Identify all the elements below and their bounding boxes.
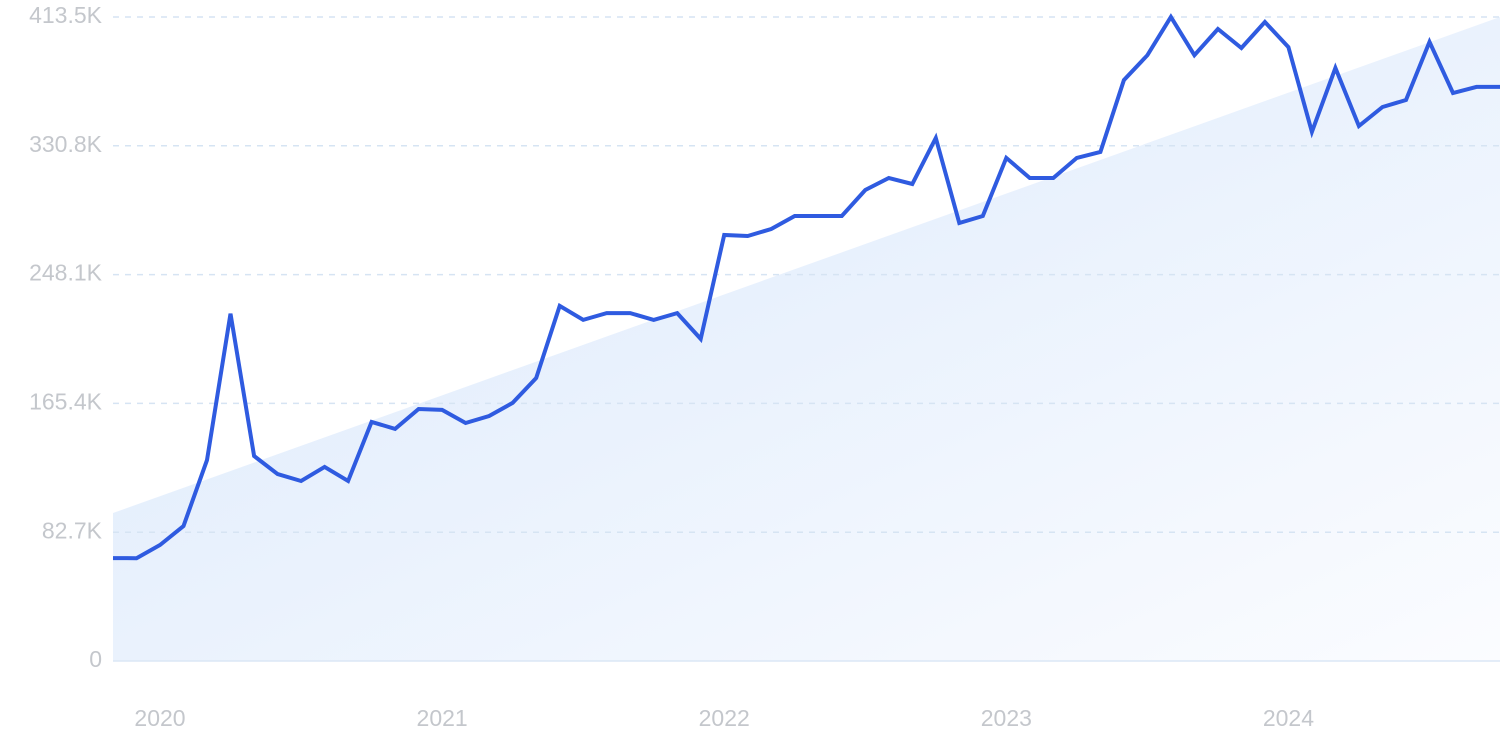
y-tick-label: 330.8K [29,131,103,157]
line [112,13,1500,561]
y-tick-label: 82.7K [42,517,103,543]
y-tick-label: 165.4K [29,388,103,414]
x-tick-label: 2024 [1263,705,1314,731]
y-tick-label: 413.5K [29,2,103,28]
y-tick-label: 248.1K [29,260,103,286]
trend-area [113,17,1500,661]
x-tick-label: 2020 [134,705,185,731]
y-tick-label: 0 [89,646,102,672]
x-tick-label: 2023 [981,705,1032,731]
x-tick-label: 2022 [699,705,750,731]
x-tick-label: 2021 [417,705,468,731]
